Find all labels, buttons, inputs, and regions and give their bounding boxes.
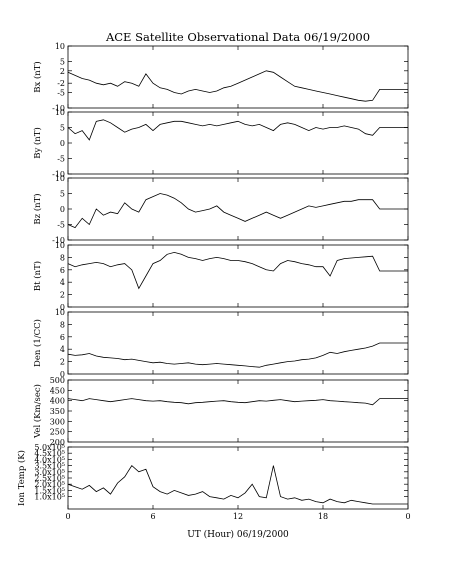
y-tick-label: 4.5x10⁵	[34, 449, 65, 458]
y-tick-label: -10	[52, 104, 65, 113]
x-tick-label: 6	[150, 512, 155, 521]
y-tick-label: 500	[50, 376, 65, 385]
y-tick-label: 2	[60, 67, 65, 76]
y-axis-label: By (nT)	[32, 127, 43, 159]
panel-6: 1.0x10⁵1.5x10⁵2.0x10⁵2.5x10⁵3.0x10⁵3.5x1…	[16, 443, 409, 510]
y-tick-label: 0	[60, 205, 65, 214]
panel-1: -10 -5 0 5 10 By (nT)	[32, 108, 409, 179]
y-tick-label: 4.0x10⁵	[34, 455, 65, 464]
panel-2: -10 -5 0 5 10 Bz (nT)	[32, 174, 409, 245]
panel-frame	[67, 446, 409, 510]
y-tick-label: 4	[60, 278, 65, 287]
y-tick-label: 10	[55, 308, 65, 317]
y-tick-label: 10	[55, 42, 65, 51]
y-tick-label: 2.0x10⁵	[34, 480, 65, 489]
y-tick-label: 350	[50, 407, 65, 416]
y-axis-label: Vel (Km/sec)	[32, 384, 43, 439]
panel-frame	[67, 177, 409, 241]
series-line	[67, 119, 408, 141]
y-tick-label: 2	[60, 358, 65, 367]
x-tick-label: 0	[65, 512, 70, 521]
y-tick-label: -10	[52, 236, 65, 245]
y-axis-label: Bz (nT)	[32, 193, 43, 224]
y-tick-label: 0	[60, 139, 65, 148]
series-line	[67, 70, 408, 102]
y-axis-label: Ion Temp (K)	[16, 450, 27, 506]
x-tick-label: 12	[233, 512, 243, 521]
y-tick-label: 250	[50, 428, 65, 437]
panel-frame	[67, 379, 409, 443]
y-tick-label: -5	[57, 89, 65, 98]
y-tick-label: -5	[57, 221, 65, 230]
panel-frame	[67, 244, 409, 308]
y-tick-label: 8	[60, 253, 65, 262]
y-axis-label: Bx (nT)	[32, 61, 43, 93]
y-tick-label: 3.5x10⁵	[34, 462, 65, 471]
y-tick-label: 4	[60, 345, 65, 354]
x-tick-label: 18	[318, 512, 328, 521]
y-tick-label: 8	[60, 320, 65, 329]
series-line	[67, 193, 408, 229]
y-tick-label: 1.0x10⁵	[34, 493, 65, 502]
y-tick-label: 2	[60, 291, 65, 300]
panel-frame	[67, 311, 409, 375]
y-tick-label: 10	[55, 174, 65, 183]
y-tick-label: 400	[50, 397, 65, 406]
series-line	[67, 251, 408, 290]
series-line	[67, 342, 408, 368]
y-tick-label: 200	[50, 438, 65, 447]
y-tick-label: 5	[60, 58, 65, 67]
y-tick-label: -5	[57, 155, 65, 164]
y-tick-label: -10	[52, 170, 65, 179]
y-axis-label: Den (1/CC)	[32, 319, 43, 367]
series-line	[67, 398, 408, 406]
y-tick-label: 450	[50, 386, 65, 395]
y-tick-label: -2	[57, 79, 65, 88]
y-tick-label: 6	[60, 333, 65, 342]
chart-title: ACE Satellite Observational Data 06/19/2…	[105, 30, 370, 44]
panel-0: -10 -5-2 25 10 Bx (nT)	[32, 42, 409, 113]
panel-3: 0 2 4 6 8 10 Bt (nT)	[32, 241, 409, 312]
y-tick-label: 300	[50, 417, 65, 426]
y-axis-label: Bt (nT)	[32, 261, 43, 291]
y-tick-label: 5	[60, 190, 65, 199]
x-axis-label: UT (Hour) 06/19/2000	[187, 529, 289, 540]
y-tick-label: 10	[55, 241, 65, 250]
y-tick-label: 1.5x10⁵	[34, 486, 65, 495]
y-tick-label: 5	[60, 124, 65, 133]
series-line	[67, 464, 408, 505]
y-tick-label: 3.0x10⁵	[34, 468, 65, 477]
panel-4: 0 2 4 6 8 10 Den (1/CC)	[32, 308, 409, 379]
y-tick-label: 2.5x10⁵	[34, 474, 65, 483]
y-tick-label: 0	[60, 303, 65, 312]
panel-frame	[67, 45, 409, 109]
x-tick-label: 0	[405, 512, 410, 521]
y-tick-label: 0	[60, 370, 65, 379]
y-tick-label: 5.0x10⁵	[34, 443, 65, 452]
y-tick-label: 10	[55, 108, 65, 117]
y-tick-label: 6	[60, 266, 65, 275]
